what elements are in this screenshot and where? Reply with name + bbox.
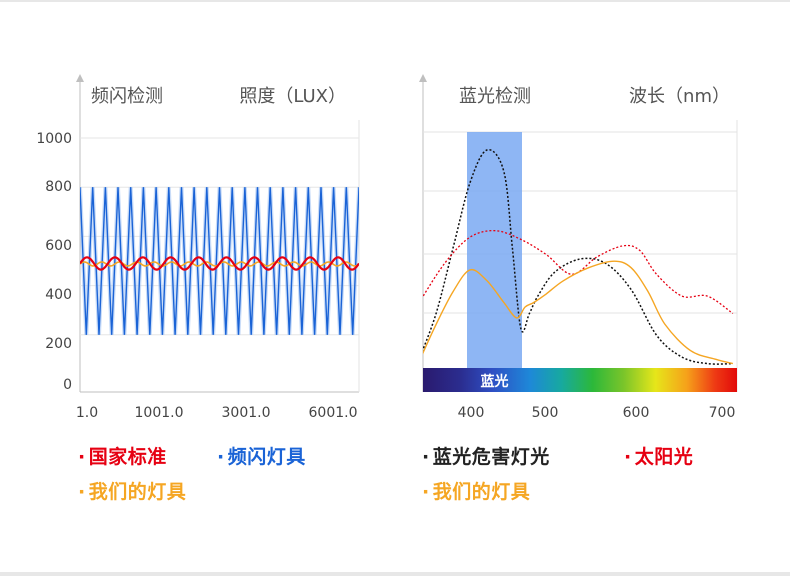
legend-sunlight: · 太阳光 bbox=[624, 442, 693, 469]
legend-label: 太阳光 bbox=[634, 446, 694, 468]
blue-light-label: 蓝光 bbox=[481, 373, 509, 390]
flicker-chart: 频闪检测 照度（LUX） 1000 800 600 400 200 0 1.0 1001.0… bbox=[36, 74, 360, 421]
series-blue-hazard-light bbox=[423, 149, 733, 365]
x-tick-label: 400 bbox=[458, 405, 485, 421]
y-tick-label: 0 bbox=[63, 377, 72, 393]
chart-title: 频闪检测 bbox=[91, 86, 163, 107]
x-tick-label: 500 bbox=[532, 405, 559, 421]
blue-light-band bbox=[467, 132, 522, 368]
series-sunlight bbox=[423, 229, 734, 315]
series-flicker-lamp bbox=[80, 187, 359, 335]
y-axis-arrow-icon bbox=[419, 74, 427, 82]
blue-light-chart: 蓝光 蓝光检测 波长（nm） 400 500 600 700 bbox=[419, 74, 738, 421]
bottom-divider bbox=[0, 572, 790, 576]
series-national-standard bbox=[80, 256, 359, 271]
x-tick-label: 6001.0 bbox=[309, 405, 358, 421]
legend-dot: · bbox=[422, 446, 430, 468]
legend-label: 频闪灯具 bbox=[227, 446, 306, 468]
y-tick-label: 800 bbox=[45, 179, 72, 195]
plot-area bbox=[80, 187, 359, 335]
legend-dot: · bbox=[78, 446, 86, 468]
legend-dot: · bbox=[78, 481, 86, 503]
legend-our-lamp: · 我们的灯具 bbox=[78, 477, 186, 504]
y-tick-label: 400 bbox=[45, 287, 72, 303]
y-tick-label: 200 bbox=[45, 336, 72, 352]
spectrum-bar bbox=[423, 368, 737, 392]
legend-national-standard: · 国家标准 bbox=[78, 442, 167, 469]
y-tick-label: 1000 bbox=[36, 131, 72, 147]
legend-label: 蓝光危害灯光 bbox=[432, 446, 550, 468]
y-axis-arrow-icon bbox=[76, 74, 84, 82]
legend-flicker-lamp: · 频闪灯具 bbox=[217, 442, 306, 469]
x-tick-label: 1.0 bbox=[76, 405, 98, 421]
legend-label: 我们的灯具 bbox=[88, 481, 187, 503]
legend-our-lamp-2: · 我们的灯具 bbox=[422, 477, 530, 504]
x-axis-label: 波长（nm） bbox=[629, 86, 730, 107]
legend-dot: · bbox=[217, 446, 225, 468]
y-tick-label: 600 bbox=[45, 238, 72, 254]
legend-label: 我们的灯具 bbox=[432, 481, 531, 503]
x-tick-label: 1001.0 bbox=[135, 405, 184, 421]
x-tick-label: 700 bbox=[709, 405, 736, 421]
legend-label: 国家标准 bbox=[88, 446, 167, 468]
series-our-lamp bbox=[423, 260, 734, 365]
legend-blue-hazard-light: · 蓝光危害灯光 bbox=[422, 442, 550, 469]
chart-title: 蓝光检测 bbox=[459, 86, 531, 107]
y-axis-label: 照度（LUX） bbox=[239, 86, 346, 107]
plot-area bbox=[423, 149, 734, 365]
legend-dot: · bbox=[422, 481, 430, 503]
top-divider bbox=[0, 0, 790, 2]
legend-dot: · bbox=[624, 446, 632, 468]
x-tick-label: 600 bbox=[623, 405, 650, 421]
x-tick-label: 3001.0 bbox=[222, 405, 271, 421]
